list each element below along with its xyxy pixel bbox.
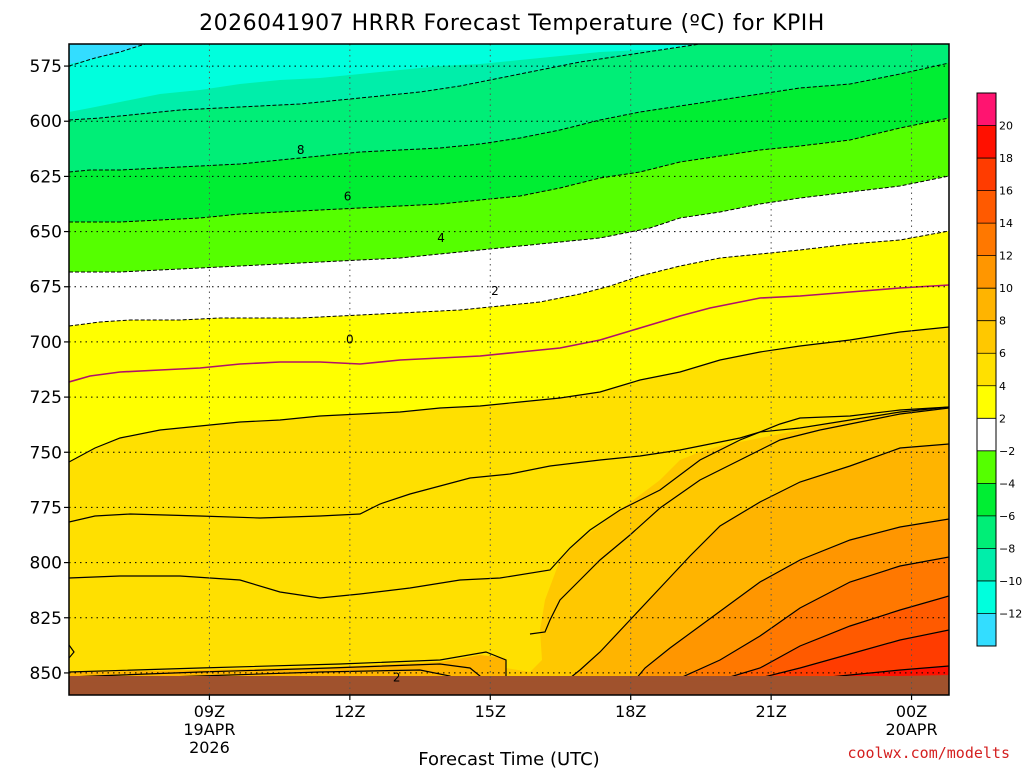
contour-minus8-line: [69, 62, 949, 173]
contour-12-line: [629, 518, 949, 687]
pressure-tick-label: 800: [30, 554, 62, 574]
colorbar-tick-label: −8: [999, 542, 1015, 555]
pressure-axis: 575 600 625 650 675 700 725 750 775 800 825 850: [30, 57, 69, 684]
contour-4-line: [69, 406, 949, 523]
time-tick-label: 09Z: [194, 702, 225, 721]
pressure-tick-label: 575: [30, 57, 62, 77]
colorbar-swatch: [977, 158, 996, 192]
colorbar-tick-label: 2: [999, 412, 1006, 425]
pressure-tick-label: 600: [30, 112, 62, 132]
colorbar-tick-label: 14: [999, 217, 1013, 230]
chart-title: 2026041907 HRRR Forecast Temperature (ºC…: [199, 11, 825, 36]
pressure-gridlines: [69, 65, 949, 674]
colorbar-swatch: [977, 93, 996, 127]
contour-value-labels: 8 6 4 2 0 2: [297, 143, 499, 684]
colorbar-frame: [976, 92, 997, 647]
year-tick-label: 2026: [189, 738, 230, 757]
band-below-minus12: [69, 44, 145, 64]
time-tick-label: 12Z: [334, 702, 365, 721]
time-tick-label: 00Z: [896, 702, 927, 721]
contour-minus12-line: [69, 44, 146, 67]
colorbar-swatch: [977, 613, 996, 647]
colorbar-swatch: [977, 125, 996, 159]
pressure-tick-label: 750: [30, 443, 62, 463]
pressure-tick-label: 725: [30, 388, 62, 408]
colorbar-swatch: [977, 385, 996, 419]
contour-value-label: 6: [344, 189, 352, 203]
contour-minus6-line: [69, 117, 949, 223]
colorbar-swatch: [977, 515, 996, 549]
temperature-colorbar: 20 18 16 14 12 10 8 6 4 2 −2 −4 −6 −8 −10 −12: [976, 92, 1022, 647]
contour-minus10-line: [69, 44, 701, 121]
colorbar-swatch: [977, 353, 996, 387]
credit-text: coolwx.com/modelts: [847, 744, 1010, 762]
contour-surface-a: [69, 651, 507, 686]
colorbar-swatch: [977, 450, 996, 484]
time-gridlines: [208, 44, 913, 695]
colorbar-tick-label: 6: [999, 347, 1006, 360]
colorbar-tick-label: −10: [999, 575, 1022, 588]
colorbar-tick-label: 10: [999, 282, 1013, 295]
contour-left-wedge: [69, 644, 75, 659]
ground-top-edge: [69, 675, 949, 695]
colorbar-swatch: [977, 548, 996, 582]
time-tick-label: 21Z: [755, 702, 786, 721]
date-tick-label: 20APR: [886, 720, 938, 739]
band-minus12-minus10-b: [69, 44, 690, 112]
pressure-tick-label: 850: [30, 664, 62, 684]
colorbar-tick-label: 20: [999, 120, 1013, 133]
colorbar-tick-label: 8: [999, 315, 1006, 328]
colorbar-swatch: [977, 190, 996, 224]
pressure-tick-label: 775: [30, 498, 62, 518]
contour-value-label: 4: [437, 231, 445, 245]
pressure-tick-label: 625: [30, 167, 62, 187]
colorbar-tick-label: 4: [999, 380, 1006, 393]
time-tick-label: 15Z: [475, 702, 506, 721]
colorbar-tick-label: −12: [999, 607, 1022, 620]
contour-10-line: [559, 443, 949, 687]
temperature-bands: [69, 44, 949, 695]
time-tick-label: 18Z: [615, 702, 646, 721]
contour-14-line: [649, 556, 949, 687]
colorbar-swatch: [977, 483, 996, 517]
colorbar-tick-label: 18: [999, 152, 1013, 165]
pressure-tick-label: 700: [30, 333, 62, 353]
contour-minus2-line: [69, 230, 949, 327]
colorbar-tick-label: 16: [999, 185, 1013, 198]
colorbar-swatch: [977, 255, 996, 289]
date-tick-label: 19APR: [183, 720, 235, 739]
colorbar-tick-label: 12: [999, 250, 1013, 263]
colorbar-tick-label: −2: [999, 445, 1015, 458]
colorbar-swatch: [977, 288, 996, 322]
pressure-tick-label: 650: [30, 223, 62, 243]
contour-0-line: [69, 284, 949, 383]
x-axis-title: Forecast Time (UTC): [418, 749, 599, 768]
contour-value-label: 8: [297, 143, 305, 157]
colorbar-swatch: [977, 320, 996, 354]
contour-value-label: 2: [491, 284, 499, 298]
colorbar-tick-label: −6: [999, 510, 1015, 523]
contour-6-line: [69, 406, 949, 599]
colorbar-tick-label: −4: [999, 477, 1015, 490]
colorbar-swatch: [977, 580, 996, 614]
pressure-tick-label: 675: [30, 278, 62, 298]
contour-value-label: 2: [393, 670, 401, 684]
colorbar-swatch: [977, 418, 996, 452]
contour-8-line: [529, 407, 949, 635]
contour-value-label: 0: [346, 333, 354, 347]
plot-frame: [68, 43, 950, 696]
colorbar-swatch: [977, 223, 996, 257]
contour-minus4-line: [69, 175, 949, 273]
contour-2-line: [69, 326, 949, 463]
pressure-tick-label: 825: [30, 609, 62, 629]
